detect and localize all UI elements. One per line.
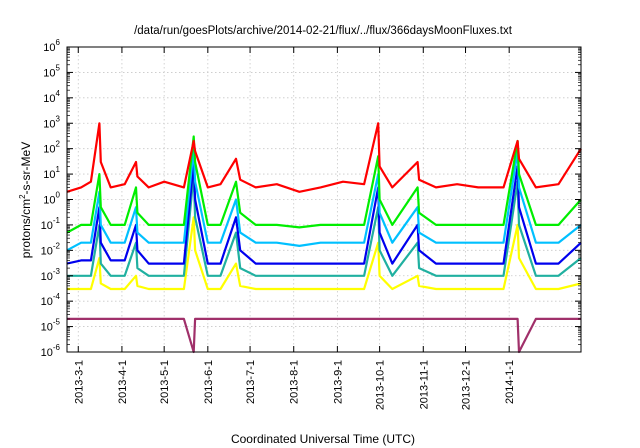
y-tick-label: 103	[43, 114, 60, 130]
chart-title: /data/run/goesPlots/archive/2014-02-21/f…	[134, 25, 513, 37]
series-line	[66, 135, 582, 234]
y-tick-label: 10-6	[41, 343, 61, 359]
y-tick-label-base: 10	[41, 347, 53, 359]
y-tick-label-base: 10	[41, 322, 53, 334]
y-tick-label-exponent: 1	[56, 165, 61, 174]
data-series	[66, 122, 582, 354]
y-tick-label: 105	[43, 63, 60, 79]
x-tick-label: 2013-11-1	[418, 360, 430, 409]
y-tick-label-exponent: -4	[53, 292, 61, 301]
y-tick-label-exponent: 6	[56, 38, 61, 47]
y-tick-label-base: 10	[41, 245, 53, 257]
y-tick-label-base: 10	[43, 195, 55, 207]
y-tick-label-base: 10	[43, 93, 55, 105]
y-tick-label-exponent: -6	[53, 343, 61, 352]
y-tick-label: 10-2	[41, 241, 61, 257]
y-tick-label-exponent: -2	[53, 241, 61, 250]
x-tick-label: 2013-9-1	[332, 360, 344, 404]
series-line	[67, 216, 582, 291]
y-tick-label-exponent: -1	[53, 216, 61, 225]
y-tick-label: 10-1	[41, 216, 61, 232]
y-tick-label-exponent: 0	[56, 191, 61, 200]
y-tick-label-exponent: -5	[53, 318, 61, 327]
x-tick-label: 2013-10-1	[375, 360, 387, 410]
y-tick-label-base: 10	[43, 67, 55, 79]
series-line	[66, 122, 582, 193]
series-line	[66, 160, 582, 265]
y-tick-label-base: 10	[43, 118, 55, 130]
series-line	[67, 317, 581, 354]
x-tick-label: 2013-7-1	[245, 360, 257, 404]
y-axis-title-rest: -s-sr-MeV	[19, 142, 33, 195]
y-tick-label-base: 10	[41, 296, 53, 308]
y-tick-label-base: 10	[43, 144, 55, 156]
y-tick-label-base: 10	[41, 220, 53, 232]
y-tick-label: 106	[43, 38, 60, 54]
y-tick-label-base: 10	[41, 271, 53, 283]
series-line	[66, 147, 582, 252]
y-axis-title-main: protons/cm	[19, 199, 33, 258]
x-tick-label: 2014-1-1	[504, 360, 516, 404]
y-tick-label-exponent: -3	[53, 267, 61, 276]
x-axis-title: Coordinated Universal Time (UTC)	[231, 432, 415, 446]
y-tick-label: 10-4	[41, 292, 61, 308]
y-axis-title: protons/cm2-s-sr-MeV	[18, 142, 33, 258]
x-tick-label: 2013-5-1	[159, 360, 171, 404]
y-tick-label-exponent: 4	[56, 89, 61, 98]
y-tick-label: 100	[43, 191, 60, 207]
x-tick-label: 2013-3-1	[73, 360, 85, 404]
x-tick-label: 2013-12-1	[461, 360, 473, 410]
x-tick-label: 2013-4-1	[117, 360, 129, 404]
y-tick-label: 102	[43, 140, 60, 156]
series-line	[67, 173, 582, 277]
y-axis-title-superscript: 2	[18, 194, 27, 199]
y-tick-label-exponent: 5	[56, 63, 61, 72]
x-axis: 2013-3-1 2013-4-1 2013-5-1 2013-6-1 2013-7-1…	[73, 47, 516, 410]
y-tick-label-exponent: 2	[56, 140, 61, 149]
y-tick-label-base: 10	[43, 169, 55, 181]
x-tick-label: 2013-8-1	[289, 360, 301, 404]
y-tick-label-exponent: 3	[56, 114, 61, 123]
x-tick-label: 2013-6-1	[203, 360, 215, 404]
y-tick-label: 10-3	[41, 267, 61, 283]
y-tick-label: 104	[43, 89, 60, 105]
y-axis: 10-610-510-410-310-210-11001011021031041…	[41, 38, 581, 359]
y-tick-label-base: 10	[43, 42, 55, 54]
y-tick-label: 10-5	[41, 318, 61, 334]
y-tick-label: 101	[43, 165, 60, 181]
